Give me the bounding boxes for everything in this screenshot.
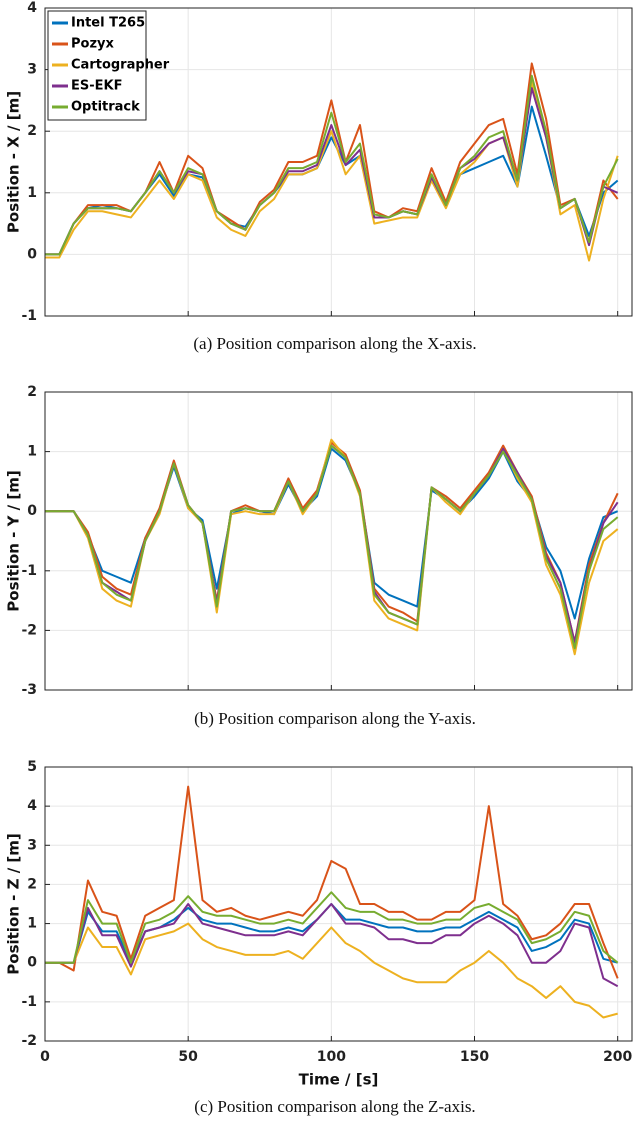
series-line — [45, 444, 619, 650]
plot-frame — [44, 391, 633, 691]
plot-lines — [45, 62, 619, 262]
plot-frame — [44, 7, 633, 317]
y-tick-label: 0 — [27, 246, 37, 262]
plot-lines — [45, 785, 619, 1019]
legend-label: Optitrack — [71, 100, 140, 115]
legend-label: ES-EKF — [71, 79, 122, 94]
y-axis-label: Position - Z / [m] — [5, 833, 23, 974]
y-tick-label: 2 — [27, 876, 37, 892]
x-tick-label: 100 — [317, 1049, 346, 1065]
y-tick-label: -2 — [21, 1033, 37, 1049]
legend: Intel T265 Pozyx Cartographer ES-EKF Optitra… — [47, 10, 170, 121]
y-tick-label: 3 — [27, 837, 37, 853]
y-tick-label: -3 — [21, 682, 37, 698]
caption: (b) Position comparison along the Y-axis… — [194, 709, 476, 728]
plot-background — [45, 392, 632, 690]
y-tick-label: -1 — [21, 308, 37, 324]
series-line — [45, 922, 618, 1019]
y-tick-label: -1 — [21, 994, 37, 1010]
y-tick-label: 1 — [27, 185, 37, 201]
y-tick-label: 2 — [27, 384, 37, 400]
y-tick-label: 0 — [27, 503, 37, 519]
series-line — [45, 74, 619, 256]
y-tick-label: 2 — [27, 123, 37, 139]
legend-label: Pozyx — [71, 37, 114, 52]
y-tick-label: -1 — [21, 563, 37, 579]
legend-label: Cartographer — [71, 58, 170, 73]
x-axis-label: Time / [s] — [299, 1071, 379, 1089]
legend-label: Intel T265 — [71, 16, 145, 31]
x-tick-label: 150 — [460, 1049, 489, 1065]
plot-frame — [44, 766, 633, 1042]
y-tick-label: 1 — [27, 444, 37, 460]
y-tick-label: -2 — [21, 622, 37, 638]
y-tick-label: 0 — [27, 955, 37, 971]
series-line — [45, 785, 619, 979]
caption: (c) Position comparison along the Z-axis… — [194, 1097, 475, 1116]
y-axis-label: Position - Y / [m] — [5, 470, 23, 611]
y-tick-label: 4 — [27, 798, 37, 814]
y-tick-label: 3 — [27, 62, 37, 78]
series-line — [45, 903, 619, 988]
series-line — [45, 891, 619, 964]
y-tick-label: 4 — [27, 0, 37, 16]
y-axis-label: Position - X / [m] — [5, 91, 23, 233]
x-tick-label: 0 — [40, 1049, 50, 1065]
x-tick-label: 200 — [603, 1049, 632, 1065]
y-tick-label: 1 — [27, 916, 37, 932]
plot-background — [45, 767, 632, 1041]
y-tick-label: 5 — [27, 759, 37, 775]
x-tick-label: 50 — [178, 1049, 198, 1065]
caption: (a) Position comparison along the X-axis… — [193, 334, 476, 353]
plot-lines — [45, 438, 619, 656]
